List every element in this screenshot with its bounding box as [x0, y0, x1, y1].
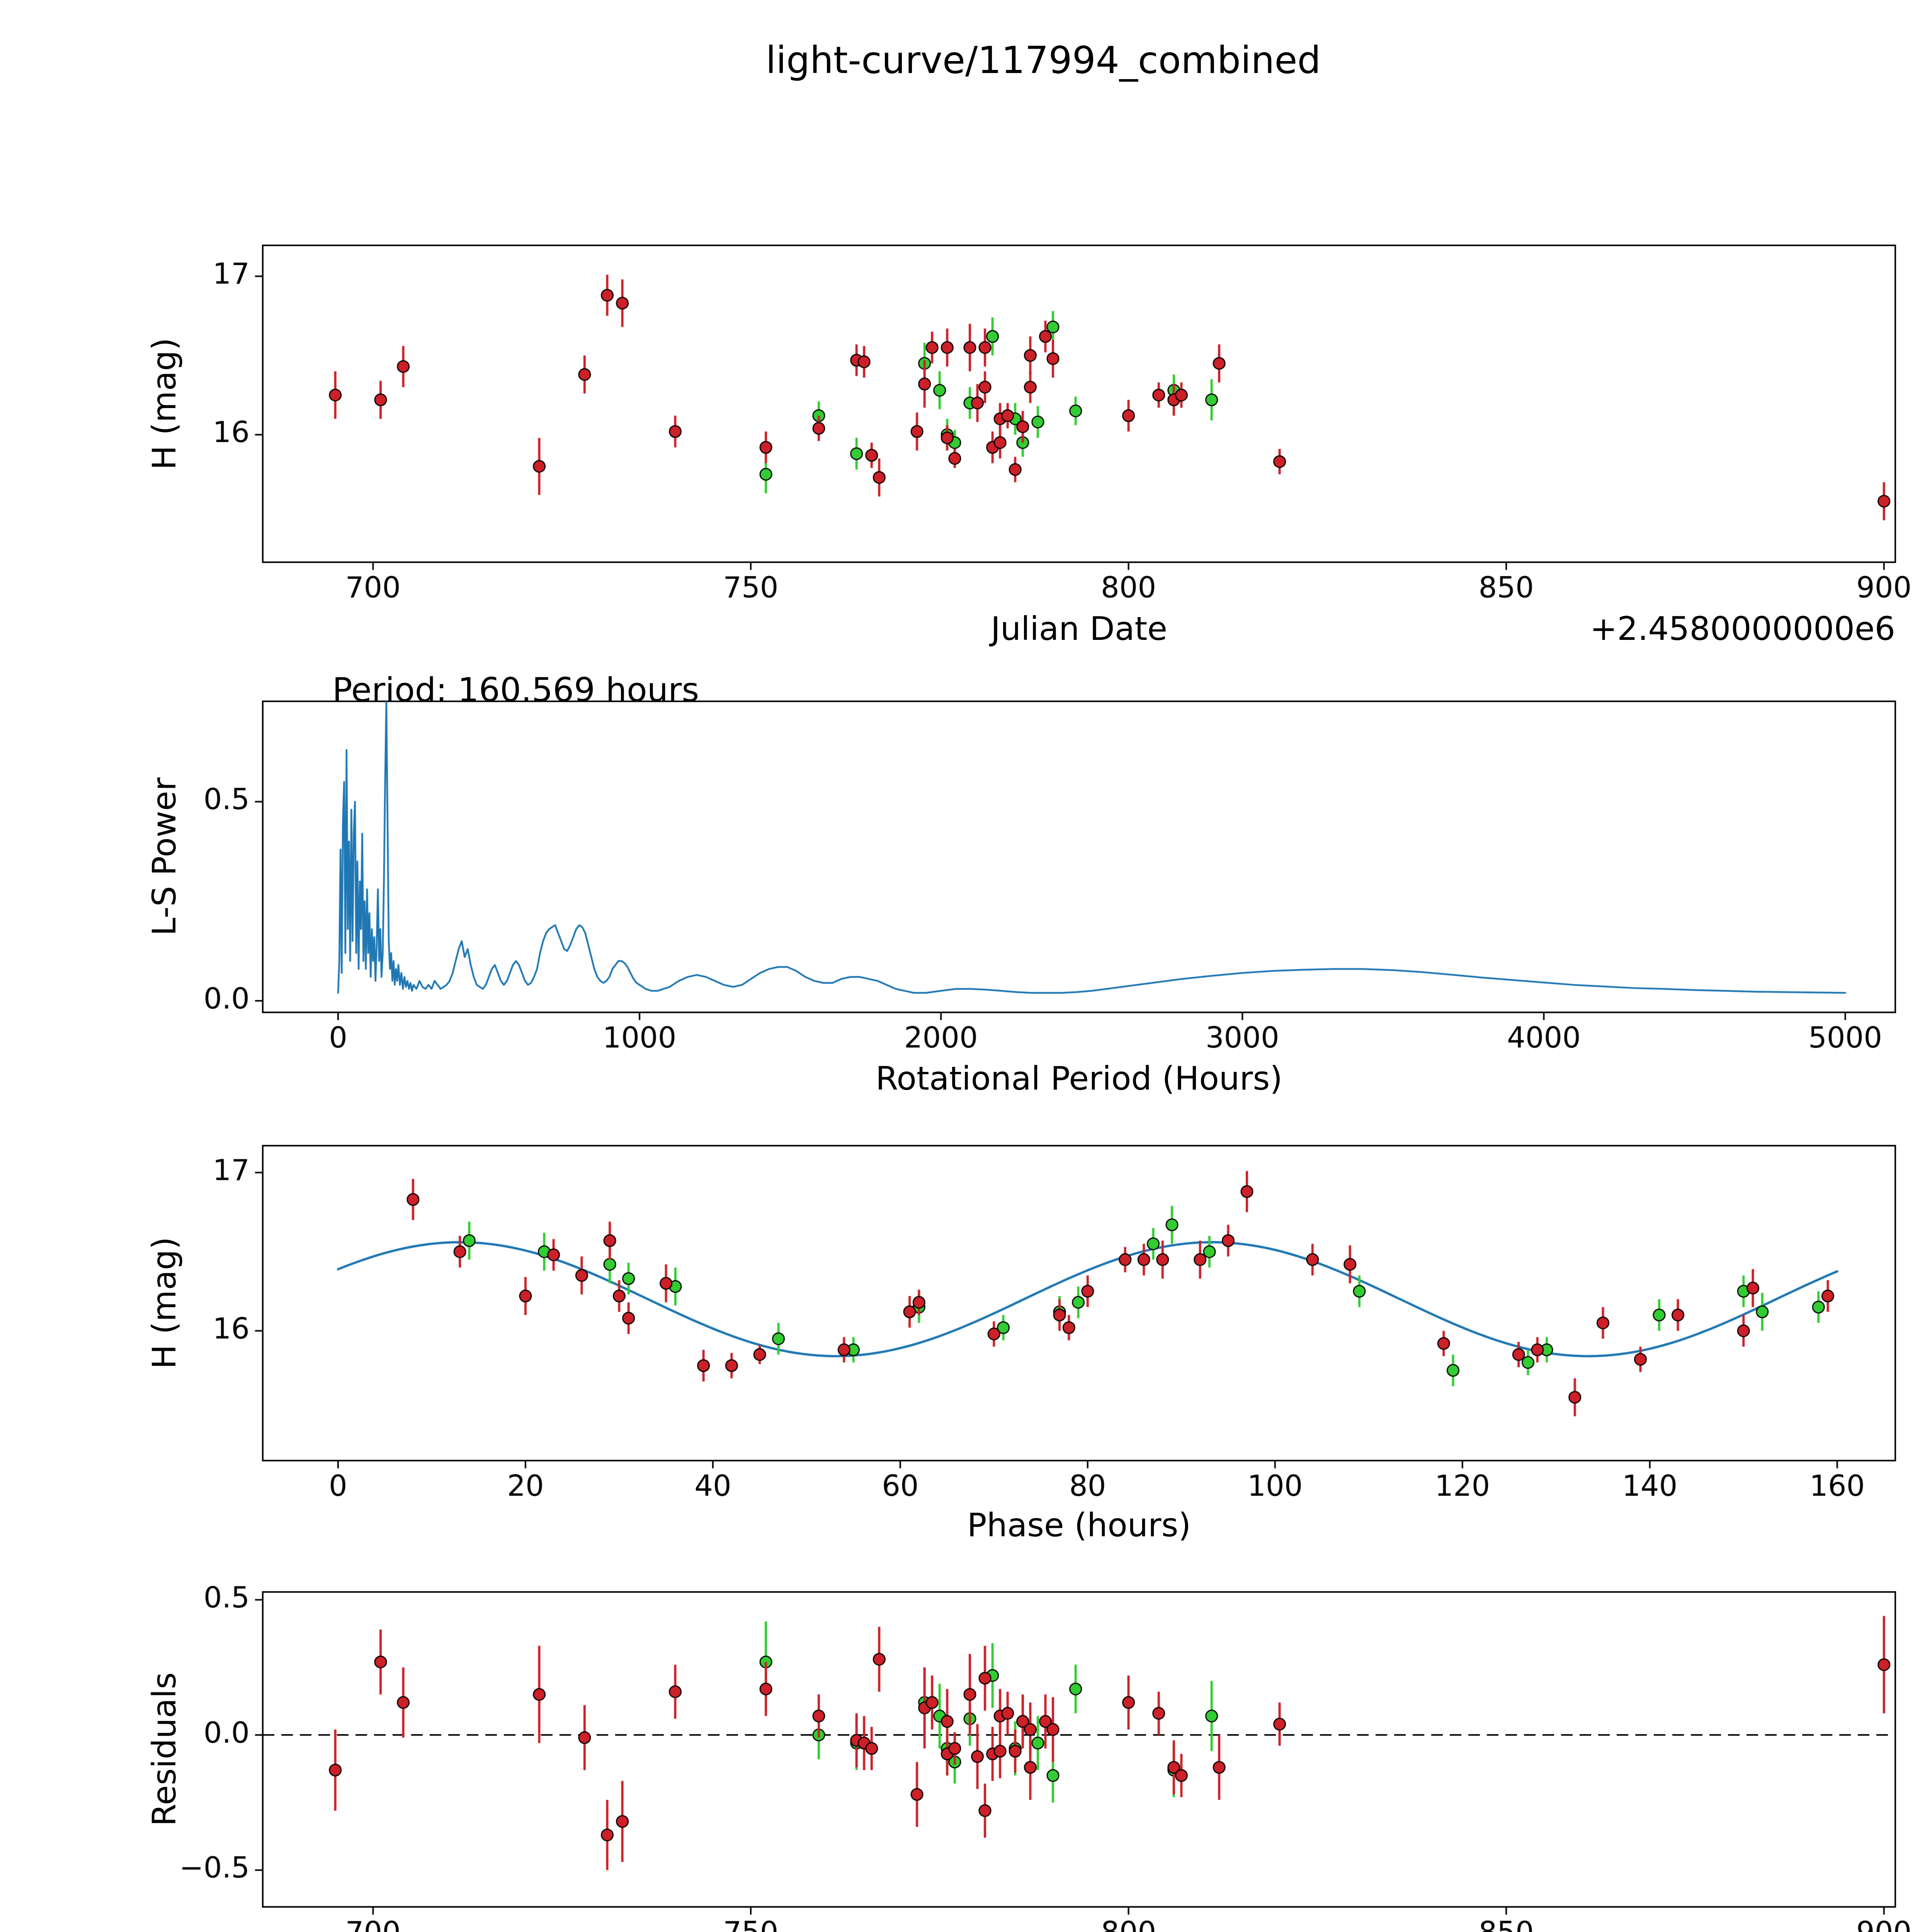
lightcurve-x-axis-label: Julian Date	[991, 610, 1167, 648]
figure-title: light-curve/117994_combined	[765, 39, 1321, 82]
phase-y-axis-label: H (mag)	[145, 1236, 183, 1369]
period-annotation: Period: 160.569 hours	[332, 671, 699, 709]
periodogram-x-axis-label: Rotational Period (Hours)	[875, 1060, 1283, 1097]
phase-x-axis-label: Phase (hours)	[967, 1506, 1191, 1544]
lightcurve-y-axis-label: H (mag)	[145, 337, 183, 470]
residuals-y-axis-label: Residuals	[145, 1672, 183, 1827]
lightcurve-x-offset-text: +2.4580000000e6	[1590, 610, 1895, 648]
periodogram-y-axis-label: L-S Power	[145, 777, 183, 936]
